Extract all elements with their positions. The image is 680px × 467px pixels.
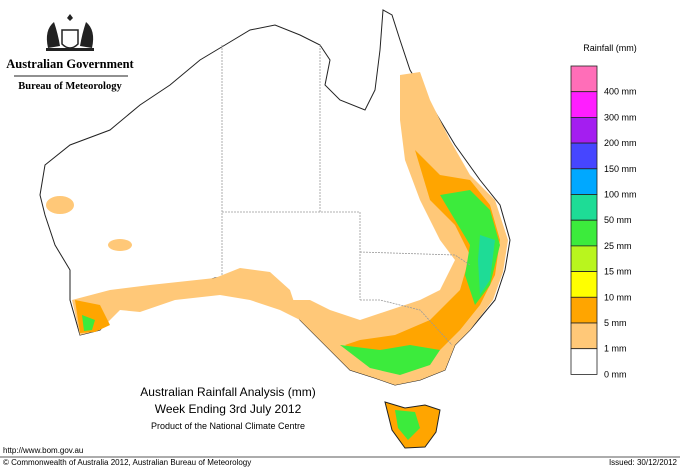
legend-label: 0 mm (604, 369, 627, 379)
map-title: Australian Rainfall Analysis (mm) (140, 385, 315, 399)
tasmania-rain (395, 410, 420, 440)
rainfall-shading (46, 72, 508, 385)
legend-label: 1 mm (604, 344, 627, 354)
legend-label: 200 mm (604, 138, 637, 148)
legend-swatch (570, 91, 598, 118)
legend-label: 15 mm (604, 267, 632, 277)
coat-of-arms (46, 14, 94, 51)
footer-copyright: © Commonwealth of Australia 2012, Austra… (3, 458, 251, 467)
footer-issued: Issued: 30/12/2012 (609, 458, 678, 467)
legend-swatch (570, 296, 598, 324)
legend: 400 mm 300 mm 200 mm 150 mm 100 mm 50 mm 25 mm… (570, 65, 637, 379)
legend-label: 25 mm (604, 241, 632, 251)
legend-swatch (570, 322, 598, 350)
legend-label: 100 mm (604, 190, 637, 200)
legend-swatch (570, 271, 598, 298)
legend-swatch (570, 219, 598, 247)
footer-url: http://www.bom.gov.au (3, 446, 83, 455)
legend-label: 400 mm (604, 87, 637, 97)
state-borders (221, 45, 471, 346)
legend-swatch (570, 348, 598, 375)
legend-swatch (570, 65, 598, 93)
legend-label: 300 mm (604, 112, 637, 122)
agency-name: Bureau of Meteorology (18, 81, 122, 92)
legend-swatch (570, 194, 598, 221)
legend-label: 5 mm (604, 318, 627, 328)
legend-title: Rainfall (mm) (583, 43, 637, 53)
legend-swatch (570, 142, 598, 170)
map-credit: Product of the National Climate Centre (151, 421, 305, 431)
map-subtitle: Week Ending 3rd July 2012 (155, 402, 302, 416)
legend-swatch (570, 117, 598, 144)
government-name: Australian Government (6, 57, 134, 71)
legend-label: 50 mm (604, 215, 632, 225)
legend-swatch (570, 168, 598, 195)
legend-label: 150 mm (604, 164, 637, 174)
legend-swatch (570, 245, 598, 272)
legend-label: 10 mm (604, 292, 632, 302)
